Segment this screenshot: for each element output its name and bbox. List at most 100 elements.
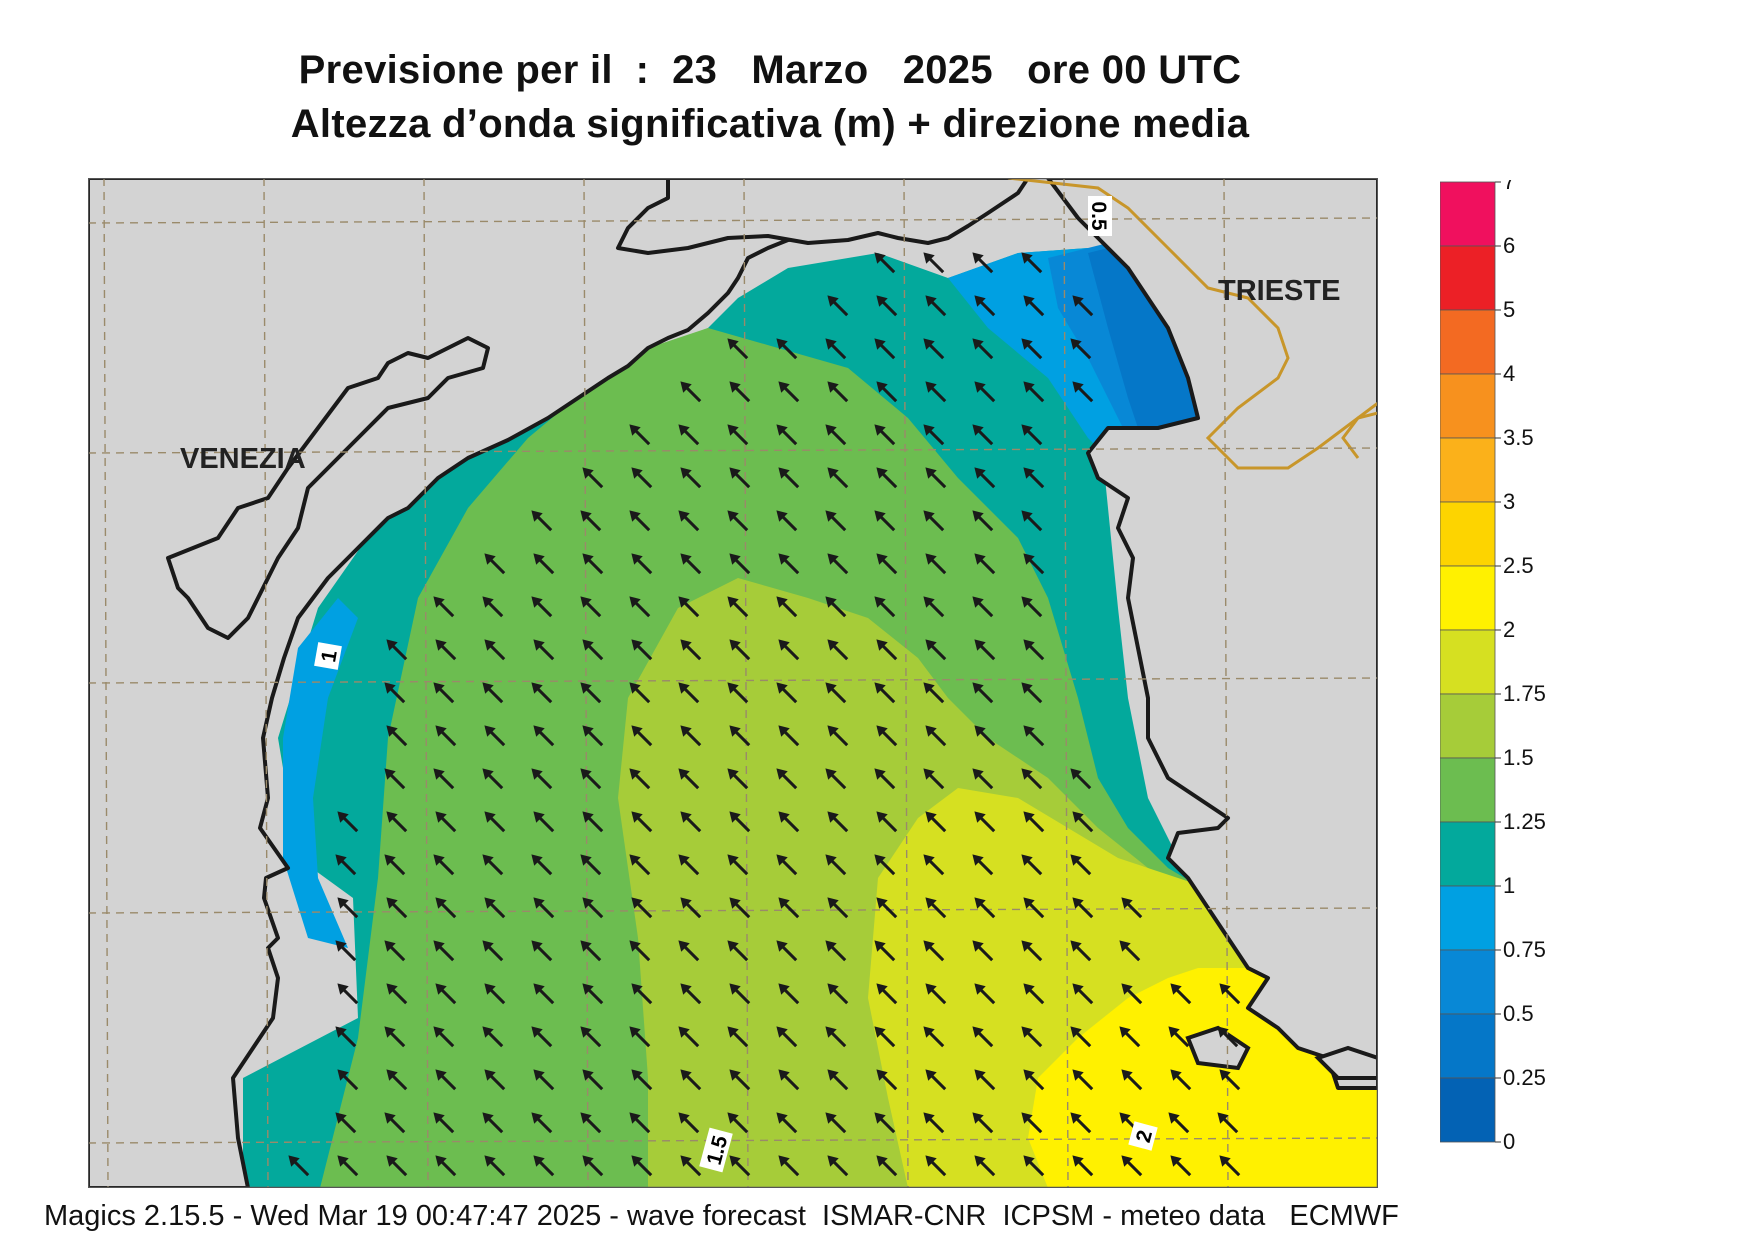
wave-direction-arrow <box>533 725 555 747</box>
wave-direction-arrow <box>974 467 996 489</box>
wave-direction-arrow <box>680 1069 702 1091</box>
wave-direction-arrow <box>923 252 945 274</box>
wave-direction-arrow <box>827 381 849 403</box>
wave-direction-arrow <box>925 725 947 747</box>
wave-direction-arrow <box>776 424 798 446</box>
wave-direction-arrow <box>827 295 849 317</box>
wave-direction-arrow <box>680 381 702 403</box>
wave-direction-arrow <box>484 897 506 919</box>
colorbar-tick-label: 0.5 <box>1503 1001 1534 1026</box>
wave-direction-arrow <box>876 381 898 403</box>
wave-direction-arrow <box>580 596 602 618</box>
wave-direction-arrow <box>433 1112 455 1134</box>
wave-direction-arrow <box>1072 295 1094 317</box>
wave-direction-arrow <box>778 381 800 403</box>
wave-direction-arrow <box>386 1069 408 1091</box>
wave-height-map: 0.5 1 1.5 2 VENEZIA TRIESTE <box>88 178 1378 1188</box>
wave-direction-arrow <box>678 940 700 962</box>
wave-direction-arrow <box>827 725 849 747</box>
footer-credits: Magics 2.15.5 - Wed Mar 19 00:47:47 2025… <box>44 1200 1399 1232</box>
wave-direction-arrow <box>1070 338 1092 360</box>
wave-direction-arrow <box>680 983 702 1005</box>
wave-direction-arrow <box>827 639 849 661</box>
wave-direction-arrow <box>337 1155 359 1177</box>
colorbar-tick-label: 3.5 <box>1503 425 1534 450</box>
wave-direction-arrow <box>727 768 749 790</box>
colorbar-swatch <box>1440 757 1496 823</box>
colorbar-tick-label: 2 <box>1503 617 1515 642</box>
wave-direction-arrow <box>974 811 996 833</box>
wave-direction-arrow <box>386 983 408 1005</box>
wave-direction-arrow <box>386 811 408 833</box>
wave-direction-arrow <box>433 682 455 704</box>
wave-direction-arrow <box>1070 768 1092 790</box>
wave-direction-arrow <box>1072 1155 1094 1177</box>
wave-direction-arrow <box>874 854 896 876</box>
wave-direction-arrow <box>1070 854 1092 876</box>
wave-direction-arrow <box>1072 983 1094 1005</box>
wave-direction-arrow <box>433 854 455 876</box>
wave-direction-arrow <box>678 1026 700 1048</box>
wave-direction-arrow <box>972 768 994 790</box>
wave-direction-arrow <box>874 768 896 790</box>
wave-direction-arrow <box>484 1069 506 1091</box>
wave-direction-arrow <box>288 1155 310 1177</box>
colorbar-swatch <box>1440 437 1496 503</box>
contour-label-1: 1 <box>314 642 342 670</box>
wave-direction-arrow <box>531 682 553 704</box>
wave-direction-arrow <box>680 811 702 833</box>
wave-direction-arrow <box>1070 1112 1092 1134</box>
wave-direction-arrow <box>629 596 651 618</box>
wave-direction-arrow <box>729 1069 751 1091</box>
wave-direction-arrow <box>580 1026 602 1048</box>
wave-direction-arrow <box>631 811 653 833</box>
wave-direction-arrow <box>727 338 749 360</box>
lagoon-islands <box>166 336 490 640</box>
wave-direction-arrow <box>680 639 702 661</box>
wave-direction-arrow <box>531 940 553 962</box>
wave-direction-arrow <box>582 553 604 575</box>
wave-direction-arrow <box>923 424 945 446</box>
wave-direction-arrow <box>825 854 847 876</box>
colorbar-tick-label: 1.25 <box>1503 809 1546 834</box>
wave-direction-arrow <box>925 811 947 833</box>
wave-direction-arrow <box>533 1069 555 1091</box>
wave-direction-arrow <box>1121 1069 1143 1091</box>
wave-direction-arrow <box>825 940 847 962</box>
contour-label-0.5: 0.5 <box>1087 196 1112 236</box>
colorbar-tick-label: 7 <box>1503 180 1515 194</box>
wave-direction-arrow <box>923 682 945 704</box>
wave-direction-arrow <box>1023 1155 1045 1177</box>
wave-direction-arrow <box>923 596 945 618</box>
wave-direction-arrow <box>386 725 408 747</box>
land-north-coast <box>616 178 1030 255</box>
wave-direction-arrow <box>1168 1112 1190 1134</box>
wave-direction-arrow <box>874 1112 896 1134</box>
wave-direction-arrow <box>678 854 700 876</box>
wave-direction-arrow <box>631 1155 653 1177</box>
wave-direction-arrow <box>435 639 457 661</box>
wave-direction-arrow <box>631 467 653 489</box>
wave-direction-arrow <box>1219 1069 1241 1091</box>
wave-direction-arrow <box>825 338 847 360</box>
wave-direction-arrow <box>1219 983 1241 1005</box>
colorbar-swatch <box>1440 821 1496 887</box>
colorbar-swatch <box>1440 693 1496 759</box>
wave-direction-arrow <box>531 596 553 618</box>
wave-direction-arrow <box>925 467 947 489</box>
wave-direction-arrow <box>876 725 898 747</box>
wave-direction-arrow <box>678 596 700 618</box>
wave-direction-arrow <box>974 1069 996 1091</box>
wave-direction-arrow <box>335 1026 357 1048</box>
wave-direction-arrow <box>533 811 555 833</box>
colorbar-tick-label: 1.75 <box>1503 681 1546 706</box>
wave-direction-arrow <box>876 1069 898 1091</box>
wave-direction-arrow <box>582 1069 604 1091</box>
wave-direction-arrow <box>974 1155 996 1177</box>
wave-direction-arrow <box>484 725 506 747</box>
wave-direction-arrow <box>1021 252 1043 274</box>
wave-direction-arrow <box>335 1112 357 1134</box>
colorbar-legend: 7 6 5 4 3.5 3 2.5 2 1.75 1.5 1.25 1 0.75 0.5 0.25 0 <box>1440 180 1546 1154</box>
wave-direction-arrow <box>484 983 506 1005</box>
wave-direction-arrow <box>874 338 896 360</box>
